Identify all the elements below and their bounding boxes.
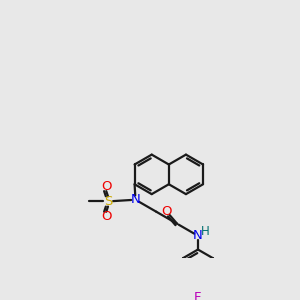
Text: H: H: [200, 225, 209, 238]
Text: O: O: [101, 209, 112, 223]
Text: N: N: [130, 193, 140, 206]
Text: F: F: [194, 291, 202, 300]
Text: O: O: [162, 205, 172, 218]
Text: O: O: [101, 180, 112, 193]
Text: S: S: [104, 195, 112, 208]
Text: N: N: [193, 229, 203, 242]
